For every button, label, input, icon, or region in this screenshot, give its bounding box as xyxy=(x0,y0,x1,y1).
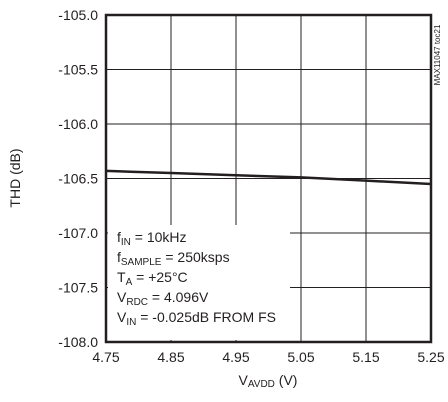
annotation-box xyxy=(108,225,290,340)
annotation-fsample: fSAMPLE = 250ksps xyxy=(117,249,230,268)
plot-frame xyxy=(104,13,433,344)
x-tick-label: 5.25 xyxy=(417,349,444,365)
y-tick-label: -108.0 xyxy=(58,334,98,350)
annotation-vin: VIN = -0.025dB FROM FS xyxy=(117,309,276,328)
x-tick-label: 4.85 xyxy=(157,349,184,365)
side-label: MAX11047 toc21 xyxy=(433,24,442,85)
y-tick-labels: -105.0 -105.5 -106.0 -106.5 -107.0 -107.5 -108… xyxy=(58,7,98,350)
y-tick-label: -106.5 xyxy=(58,171,98,187)
x-tick-labels: 4.75 4.85 4.95 5.05 5.15 5.25 xyxy=(92,349,444,365)
x-axis-title: VAVDD (V) xyxy=(239,372,298,390)
x-tick-label: 4.75 xyxy=(92,349,119,365)
series-layer xyxy=(105,169,432,186)
series-line-0 xyxy=(105,169,432,186)
y-tick-label: -106.0 xyxy=(58,116,98,132)
x-tick-label: 5.15 xyxy=(352,349,379,365)
y-axis-title: THD (dB) xyxy=(7,148,23,207)
x-tick-label: 4.95 xyxy=(222,349,249,365)
y-tick-label: -107.5 xyxy=(58,280,98,296)
annotation-vrdc: VRDC = 4.096V xyxy=(117,289,209,308)
y-tick-label: -107.0 xyxy=(58,225,98,241)
y-tick-label: -105.5 xyxy=(58,62,98,78)
annotation-block: fIN = 10kHz fSAMPLE = 250ksps TA = +25°C… xyxy=(117,229,276,328)
x-tick-label: 5.05 xyxy=(287,349,314,365)
y-tick-label: -105.0 xyxy=(58,7,98,23)
annotation-fin: fIN = 10kHz xyxy=(117,229,187,248)
annotation-ta: TA = +25°C xyxy=(117,269,188,288)
